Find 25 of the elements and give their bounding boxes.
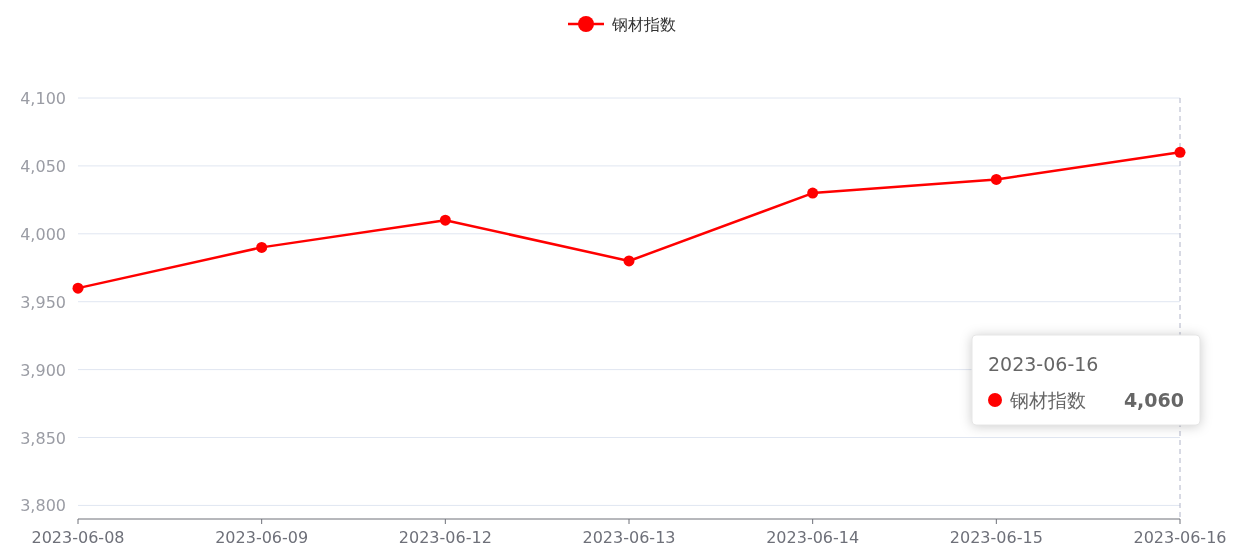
y-tick-label: 4,050 <box>20 156 66 176</box>
y-tick-label: 3,850 <box>20 428 66 448</box>
point <box>1174 146 1186 158</box>
point <box>990 173 1002 185</box>
annotation: 4,060 <box>1123 389 1184 411</box>
y-tick-label: 4,000 <box>20 224 66 244</box>
point <box>439 214 451 226</box>
x-tick-label: 2023-06-15 <box>949 528 1043 547</box>
point <box>623 255 635 267</box>
y-tick-label: 4,100 <box>20 89 66 108</box>
y-tick-label: 3,950 <box>20 292 66 312</box>
point <box>72 282 84 294</box>
annotation: 2023-06-16 <box>988 353 1099 375</box>
legend-label: 钢材指数 <box>611 15 676 34</box>
x-tick-label: 2023-06-08 <box>31 528 125 547</box>
x-tick-label: 2023-06-16 <box>1133 528 1227 547</box>
point <box>807 187 819 199</box>
point <box>256 241 268 253</box>
x-tick-label: 2023-06-09 <box>215 528 309 547</box>
x-tick-label: 2023-06-14 <box>766 528 860 547</box>
y-tick-label: 3,900 <box>20 360 66 380</box>
annotation: 钢材指数 <box>1009 389 1086 411</box>
x-tick-label: 2023-06-13 <box>582 528 676 547</box>
y-tick-label: 3,800 <box>20 496 66 516</box>
x-tick-label: 2023-06-12 <box>398 528 492 547</box>
